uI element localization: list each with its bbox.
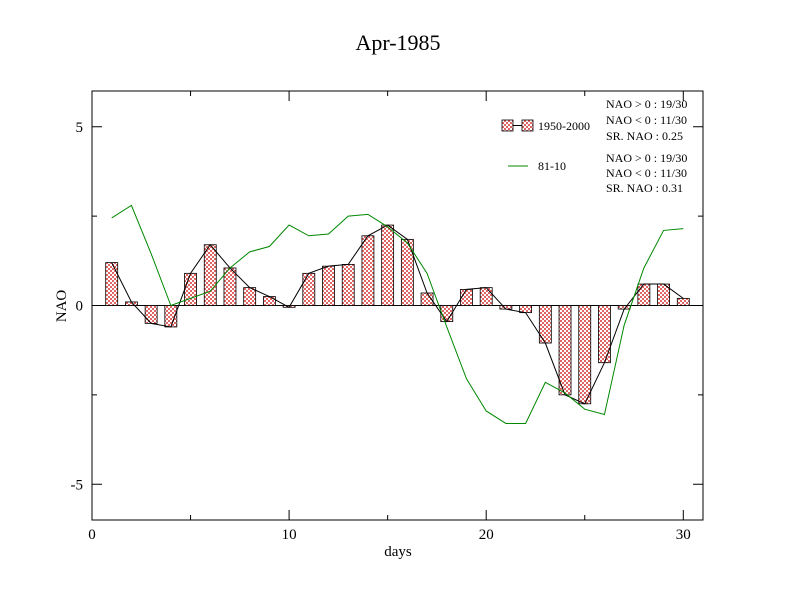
plot-area: [92, 204, 703, 424]
x-tick-label-0: 0: [88, 527, 96, 543]
bar-day-18: [440, 305, 454, 322]
series-line-1950-2000: [111, 224, 684, 405]
chart-title: Apr-1985: [355, 30, 440, 55]
x-axis-label: days: [384, 544, 412, 560]
legend-stat-2-neg: NAO < 0 : 11/30: [606, 166, 687, 180]
legend-swatch-bar-right: [521, 119, 534, 132]
y-axis-label: NAO: [54, 290, 70, 323]
y-tick-label-0: 0: [76, 299, 84, 315]
bar-day-28: [637, 283, 651, 306]
bar-day-11: [302, 272, 316, 306]
bar-day-12: [322, 265, 335, 306]
bar-day-6: [203, 244, 217, 306]
bar-day-30: [676, 297, 690, 306]
x-tick-label-30: 30: [676, 527, 691, 543]
legend-stat-2-pos: NAO > 0 : 19/30: [606, 151, 687, 165]
bar-day-13: [341, 263, 355, 306]
bar-day-25: [578, 305, 592, 405]
series-line-81-10: [111, 204, 684, 424]
y-tick-label-5: 5: [76, 120, 84, 136]
bar-day-24: [558, 305, 572, 396]
bar-day-14: [361, 235, 375, 306]
legend-stat-1-sr: SR. NAO : 0.25: [606, 129, 683, 143]
legend: 1950-2000 NAO > 0 : 19/30 NAO < 0 : 11/3…: [501, 97, 687, 195]
bar-day-26: [598, 305, 611, 364]
legend-stat-1-pos: NAO > 0 : 19/30: [606, 97, 687, 111]
axis-ticks: 0 10 20 30 5 0 -5: [71, 91, 703, 543]
legend-stat-1-neg: NAO < 0 : 11/30: [606, 113, 687, 127]
x-tick-label-10: 10: [282, 527, 297, 543]
legend-label-81-10: 81-10: [538, 159, 566, 173]
bar-day-3: [144, 305, 158, 324]
bar-day-8: [243, 287, 257, 306]
legend-label-1950-2000: 1950-2000: [538, 119, 590, 133]
bar-day-20: [479, 287, 493, 306]
bar-day-9: [262, 296, 276, 306]
y-tick-label--5: -5: [71, 477, 84, 493]
legend-stat-2-sr: SR. NAO : 0.31: [606, 181, 683, 195]
bar-day-15: [381, 224, 395, 306]
bar-day-19: [460, 289, 473, 306]
x-tick-label-20: 20: [479, 527, 494, 543]
legend-swatch-bar-left: [501, 119, 514, 132]
bar-day-5: [184, 272, 197, 306]
bar-day-1: [105, 262, 119, 306]
